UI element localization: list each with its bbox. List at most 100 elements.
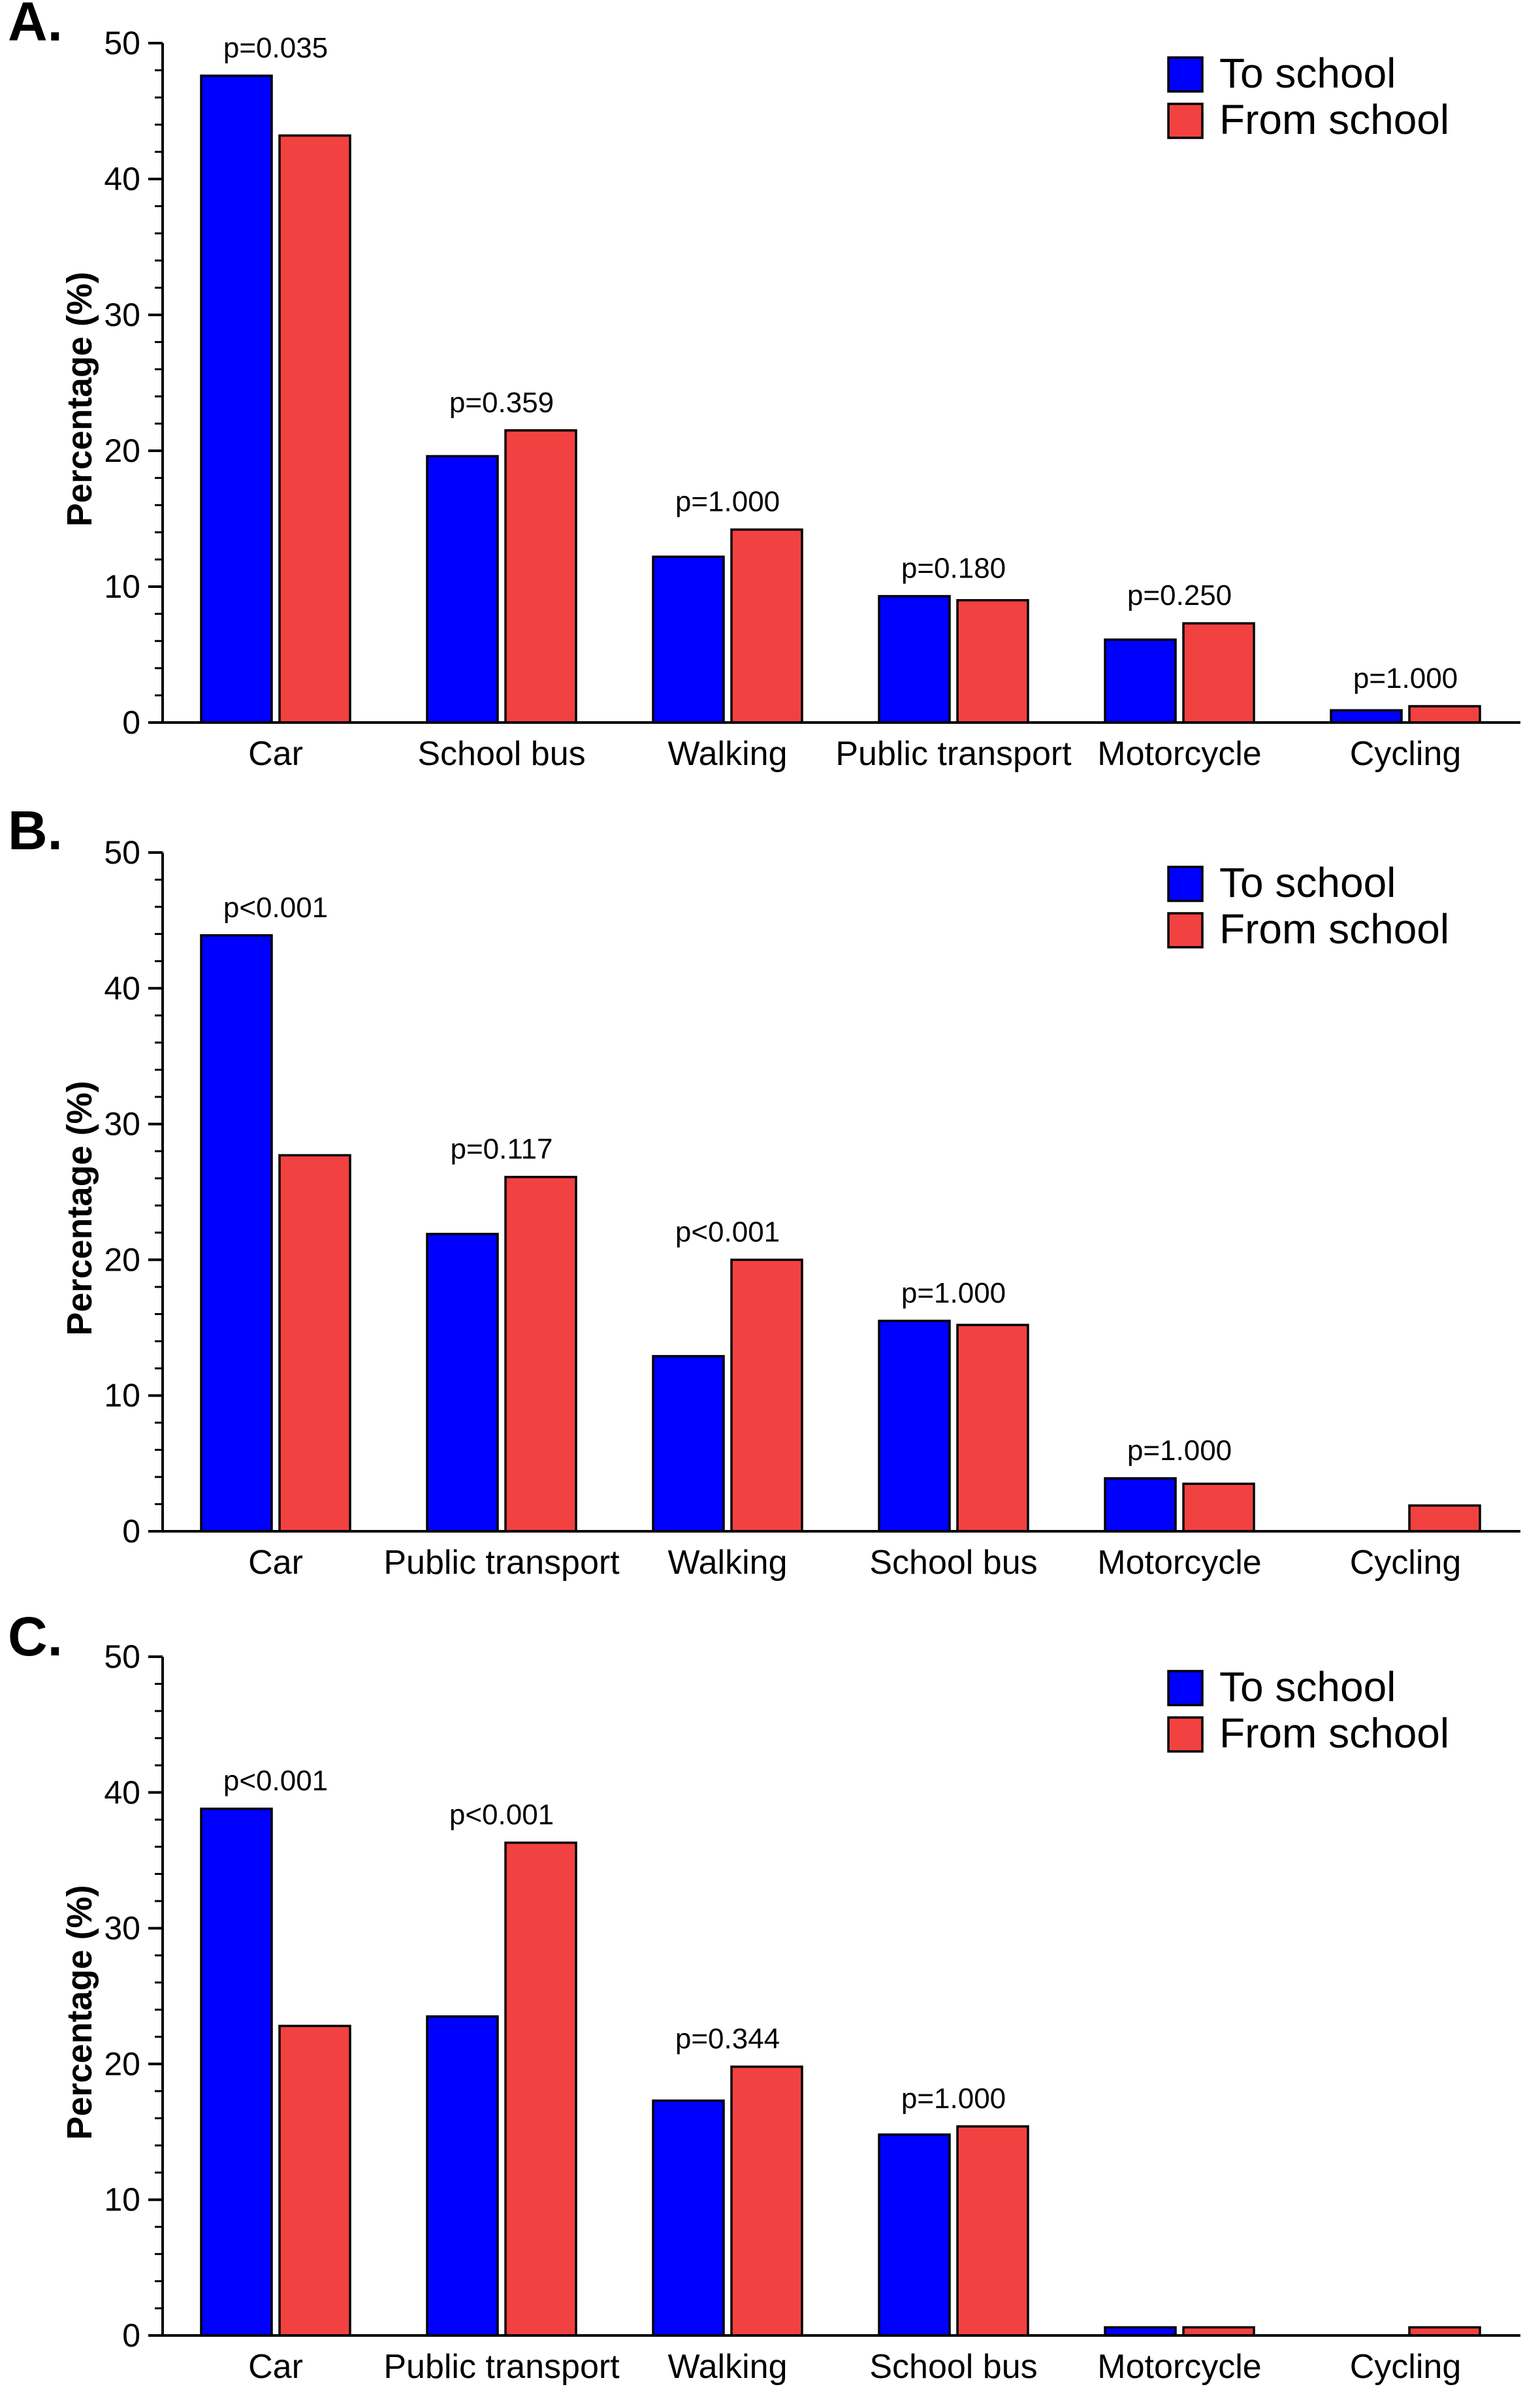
p-value-label: p=0.035 (223, 32, 328, 64)
bar-to-school (200, 934, 273, 1533)
p-value-label: p=0.344 (675, 2023, 780, 2055)
bar-from-school (1182, 622, 1255, 724)
p-value-label: p=0.359 (449, 387, 554, 419)
bar-to-school (878, 1320, 951, 1533)
bar-from-school (956, 1324, 1029, 1533)
legend-label: From school (1219, 1710, 1449, 1757)
bar-to-school (652, 2099, 725, 2337)
y-tick-label: 50 (104, 834, 140, 871)
y-tick-label: 50 (104, 1638, 140, 1675)
p-value-label: p=0.117 (450, 1133, 553, 1165)
y-tick-label: 40 (104, 1774, 140, 1811)
chart-panel-a: A. 0 10 20 30 40 50 Percentage (%) Car p=0.035 Sch… (8, 0, 1520, 773)
bar-to-school (426, 455, 499, 724)
bar-from-school (278, 1154, 351, 1533)
x-tick-label: Cycling (1350, 2348, 1462, 2386)
x-tick-label: Car (248, 735, 303, 773)
x-tick-label: School bus (417, 735, 585, 773)
bar-to-school (200, 74, 273, 724)
y-tick-label: 0 (122, 704, 140, 741)
bar-to-school (1104, 1477, 1177, 1533)
p-value-label: p=0.180 (901, 553, 1006, 585)
legend-label: To school (1219, 50, 1396, 97)
p-value-label: p<0.001 (675, 1216, 780, 1248)
panel-label: B. (8, 800, 63, 861)
bar-from-school (730, 1258, 803, 1533)
x-tick-label: Cycling (1350, 1544, 1462, 1582)
y-tick-label: 30 (104, 1106, 140, 1143)
y-tick-label: 0 (122, 1513, 140, 1550)
bar-to-school (878, 2133, 951, 2337)
y-tick-label: 50 (104, 25, 140, 61)
legend-swatch-from-school (1167, 912, 1204, 949)
bar-to-school (1330, 709, 1403, 724)
bar-from-school (278, 134, 351, 724)
p-value-label: p=1.000 (675, 486, 780, 518)
p-value-label: p=1.000 (1353, 662, 1458, 694)
x-tick-label: School bus (869, 1544, 1037, 1582)
legend-swatch-from-school (1167, 103, 1204, 139)
legend-label: From school (1219, 96, 1449, 143)
x-tick-label: Public transport (383, 1544, 620, 1582)
legend-swatch-to-school (1167, 866, 1204, 902)
x-tick-label: Cycling (1350, 735, 1462, 773)
p-value-label: p<0.001 (223, 892, 328, 924)
bar-from-school (730, 528, 803, 724)
bar-to-school (426, 2015, 499, 2337)
y-tick-label: 20 (104, 2045, 140, 2082)
p-value-label: p=1.000 (901, 2083, 1006, 2115)
p-value-label: p<0.001 (223, 1765, 328, 1797)
x-tick-label: Motorcycle (1097, 1544, 1261, 1582)
y-tick-label: 10 (104, 568, 140, 605)
bar-from-school (504, 1841, 577, 2337)
y-axis-label: Percentage (%) (60, 272, 99, 527)
legend-swatch-to-school (1167, 56, 1204, 93)
x-tick-label: Walking (667, 1544, 787, 1582)
bar-from-school (956, 2125, 1029, 2337)
p-value-label: p<0.001 (449, 1799, 554, 1831)
x-tick-label: Motorcycle (1097, 2348, 1261, 2386)
x-tick-label: Walking (667, 2348, 787, 2386)
bar-to-school (426, 1233, 499, 1533)
y-tick-label: 10 (104, 1377, 140, 1414)
x-tick-label: Walking (667, 735, 787, 773)
bar-from-school (956, 599, 1029, 724)
bar-from-school (730, 2065, 803, 2337)
bar-to-school (652, 1355, 725, 1533)
bar-from-school (504, 429, 577, 724)
bar-to-school (200, 1807, 273, 2337)
p-value-label: p=1.000 (1127, 1435, 1232, 1467)
y-tick-label: 30 (104, 1910, 140, 1947)
x-tick-label: Motorcycle (1097, 735, 1261, 773)
chart-panel-c: C. 0 10 20 30 40 50 Percentage (%) Car p<0.001 Pub… (8, 1606, 1520, 2386)
x-tick-label: Public transport (835, 735, 1072, 773)
y-tick-label: 40 (104, 970, 140, 1007)
x-tick-label: Car (248, 2348, 303, 2386)
x-tick-label: Car (248, 1544, 303, 1582)
bar-to-school (652, 555, 725, 724)
legend-label: From school (1219, 905, 1449, 952)
y-tick-label: 0 (122, 2317, 140, 2354)
panel-label: C. (8, 1606, 63, 1667)
y-tick-label: 20 (104, 1241, 140, 1278)
y-tick-label: 20 (104, 432, 140, 469)
bar-to-school (878, 594, 951, 724)
legend-swatch-to-school (1167, 1670, 1204, 1706)
bar-from-school (1408, 1504, 1481, 1533)
bar-from-school (278, 2025, 351, 2337)
bar-from-school (504, 1175, 577, 1533)
x-tick-label: School bus (869, 2348, 1037, 2386)
bar-from-school (1408, 705, 1481, 724)
p-value-label: p=0.250 (1127, 579, 1232, 611)
y-axis-label: Percentage (%) (60, 1885, 99, 2139)
y-tick-label: 40 (104, 161, 140, 197)
chart-panel-b: B. 0 10 20 30 40 50 Percentage (%) Car p<0.001 Pub… (8, 800, 1520, 1582)
legend-label: To school (1219, 1663, 1396, 1710)
p-value-label: p=1.000 (901, 1277, 1006, 1309)
legend-label: To school (1219, 859, 1396, 906)
bar-to-school (1104, 638, 1177, 724)
